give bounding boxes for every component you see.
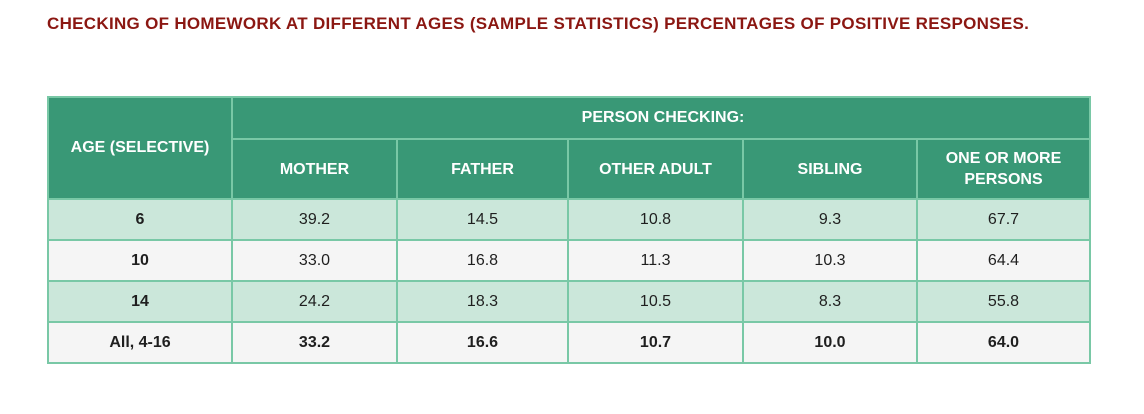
row-label: 6 <box>47 198 233 241</box>
table-row-age-10: 10 33.0 16.8 11.3 10.3 64.4 <box>47 239 1091 282</box>
data-cell: 14.5 <box>396 198 569 241</box>
group-header-row: AGE (SELECTIVE) PERSON CHECKING: <box>47 96 1091 200</box>
row-label: 10 <box>47 239 233 282</box>
data-cell: 67.7 <box>916 198 1091 241</box>
data-cell: 8.3 <box>742 280 918 323</box>
table-row-age-14: 14 24.2 18.3 10.5 8.3 55.8 <box>47 280 1091 323</box>
data-cell: 64.4 <box>916 239 1091 282</box>
homework-checking-table: AGE (SELECTIVE) PERSON CHECKING: MOTHER … <box>47 96 1091 364</box>
data-cell: 11.3 <box>567 239 744 282</box>
data-cell: 55.8 <box>916 280 1091 323</box>
data-cell: 39.2 <box>231 198 398 241</box>
column-header-father: FATHER <box>396 138 569 200</box>
data-cell: 9.3 <box>742 198 918 241</box>
row-label: All, 4-16 <box>47 321 233 364</box>
table-row-age-6: 6 39.2 14.5 10.8 9.3 67.7 <box>47 198 1091 241</box>
data-cell: 10.0 <box>742 321 918 364</box>
column-header-row: MOTHER FATHER OTHER ADULT SIBLING ONE OR… <box>48 138 1091 200</box>
person-checking-group-header: PERSON CHECKING: <box>231 96 1091 140</box>
column-header-sibling: SIBLING <box>742 138 918 200</box>
data-cell: 10.7 <box>567 321 744 364</box>
table-row-all-4-16: All, 4-16 33.2 16.6 10.7 10.0 64.0 <box>47 321 1091 364</box>
data-cell: 16.8 <box>396 239 569 282</box>
page-title: CHECKING OF HOMEWORK AT DIFFERENT AGES (… <box>47 14 1030 33</box>
column-header-mother: MOTHER <box>231 138 398 200</box>
age-selective-header: AGE (SELECTIVE) <box>47 96 233 200</box>
data-cell: 18.3 <box>396 280 569 323</box>
data-cell: 33.2 <box>231 321 398 364</box>
data-cell: 64.0 <box>916 321 1091 364</box>
column-header-other-adult: OTHER ADULT <box>567 138 744 200</box>
data-cell: 10.5 <box>567 280 744 323</box>
data-cell: 33.0 <box>231 239 398 282</box>
column-header-one-or-more: ONE OR MORE PERSONS <box>916 138 1091 200</box>
row-label: 14 <box>47 280 233 323</box>
data-cell: 10.8 <box>567 198 744 241</box>
data-cell: 16.6 <box>396 321 569 364</box>
data-cell: 10.3 <box>742 239 918 282</box>
data-cell: 24.2 <box>231 280 398 323</box>
